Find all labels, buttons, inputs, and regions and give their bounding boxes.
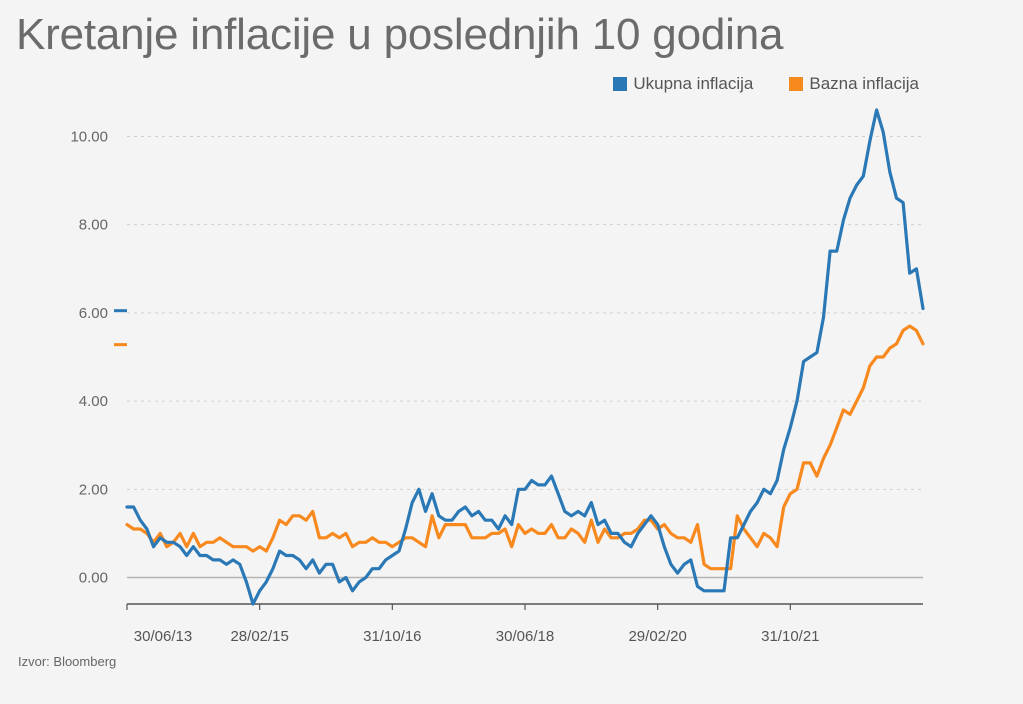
legend-label-bazna: Bazna inflacija	[809, 74, 919, 93]
x-tick-label: 31/10/16	[363, 628, 421, 645]
y-tick-label: 4.00	[79, 393, 108, 410]
legend-swatch-ukupna	[613, 77, 628, 91]
y-tick-label: 8.00	[79, 217, 108, 234]
legend-swatch-bazna	[789, 77, 804, 91]
series-line-bazna	[125, 324, 925, 571]
x-tick-label: 29/02/20	[628, 628, 686, 645]
legend: Ukupna inflacija Bazna inflacija	[613, 74, 919, 94]
y-tick-label: 0.00	[79, 570, 108, 587]
x-tick-label: 30/06/13	[134, 628, 192, 645]
series-line-ukupna	[125, 108, 925, 606]
y-tick-label: 2.00	[79, 481, 108, 498]
y-tick-label: 10.00	[70, 128, 108, 145]
x-tick-label: 30/06/18	[496, 628, 554, 645]
chart-title: Kretanje inflacije u poslednjih 10 godin…	[16, 10, 784, 59]
legend-item-bazna: Bazna inflacija	[789, 74, 919, 94]
y-tick-label: 6.00	[79, 305, 108, 322]
x-tick-label: 31/10/21	[761, 628, 819, 645]
legend-label-ukupna: Ukupna inflacija	[633, 74, 754, 93]
legend-item-ukupna: Ukupna inflacija	[613, 74, 753, 94]
source-note: Izvor: Bloomberg	[18, 654, 117, 669]
x-tick-label: 28/02/15	[230, 628, 288, 645]
